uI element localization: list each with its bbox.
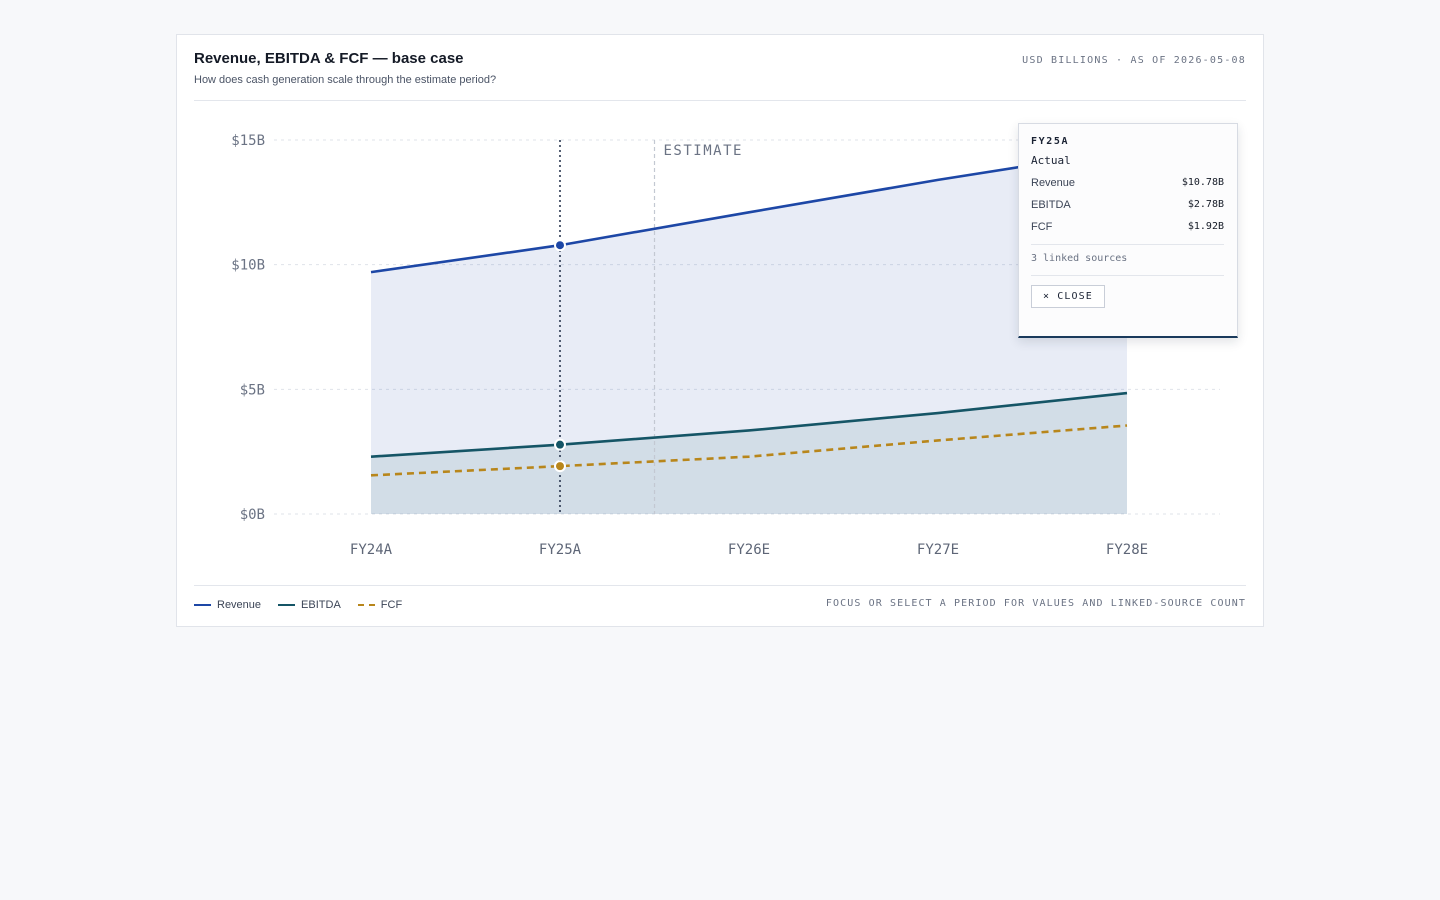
tooltip-row-value: $1.92B: [1187, 221, 1224, 232]
tooltip-divider: [1031, 244, 1224, 245]
chart-card: Revenue, EBITDA & FCF — base case How do…: [176, 34, 1264, 627]
footer-hint: FOCUS OR SELECT A PERIOD FOR VALUES AND …: [825, 598, 1246, 609]
tooltip-row-revenue: Revenue $10.78B: [1031, 177, 1224, 189]
estimate-label: ESTIMATE: [664, 143, 743, 159]
x-tick-label: FY26E: [728, 542, 770, 558]
legend-label: EBITDA: [301, 599, 341, 611]
y-tick-label: $0B: [240, 507, 265, 523]
chart-meta: USD BILLIONS · AS OF 2026-05-08: [1022, 55, 1246, 66]
series-line-revenue: [370, 148, 1128, 274]
legend-label: FCF: [380, 599, 403, 611]
series-line-fcf: [370, 424, 1128, 477]
legend-swatch-fcf: [357, 604, 375, 606]
legend-item-fcf[interactable]: FCF: [357, 599, 403, 611]
as-of-label: AS OF 2026-05-08: [1130, 55, 1246, 66]
legend-item-ebitda[interactable]: EBITDA: [278, 599, 341, 611]
legend-swatch-revenue: [194, 604, 211, 606]
data-point-revenue: [554, 239, 566, 252]
data-point-fcf: [554, 460, 566, 473]
y-tick-label: $5B: [240, 382, 265, 398]
revenue-ebitda-fcf-chart[interactable]: $0B $5B $10B $15B ESTIMATE FY24A FY25A FY26E FY2…: [177, 35, 1265, 585]
chart-subtitle: How does cash generation scale through t…: [194, 74, 497, 86]
tooltip-period: FY25A: [1031, 136, 1070, 147]
y-tick-label: $10B: [231, 258, 265, 274]
x-tick-label: FY27E: [917, 542, 959, 558]
chart-legend: Revenue EBITDA FCF: [194, 599, 419, 611]
tooltip-status: Actual: [1031, 154, 1071, 167]
tooltip-close-button[interactable]: × CLOSE: [1031, 285, 1105, 308]
chart-title: Revenue, EBITDA & FCF — base case: [194, 50, 464, 67]
data-point-ebitda: [554, 438, 566, 451]
tooltip-row-label: Revenue: [1031, 177, 1076, 189]
card-header: Revenue, EBITDA & FCF — base case How do…: [194, 35, 1246, 101]
tooltip-row-ebitda: EBITDA $2.78B: [1031, 199, 1224, 211]
area-ebitda: [371, 393, 1127, 514]
x-tick-label: FY25A: [539, 542, 582, 558]
y-tick-label: $15B: [231, 133, 265, 149]
unit-label: USD BILLIONS: [1022, 55, 1109, 66]
x-tick-label: FY28E: [1106, 542, 1148, 558]
tooltip-row-label: FCF: [1031, 221, 1053, 233]
series-line-ebitda: [370, 391, 1128, 458]
legend-swatch-ebitda: [278, 604, 296, 606]
tooltip-row-value: $2.78B: [1187, 199, 1224, 210]
tooltip-row-label: EBITDA: [1031, 199, 1071, 211]
period-tooltip: FY25A Actual Revenue $10.78B EBITDA $2.7…: [1018, 123, 1238, 338]
tooltip-row-fcf: FCF $1.92B: [1031, 221, 1224, 233]
tooltip-divider: [1031, 275, 1224, 276]
x-tick-label: FY24A: [350, 542, 393, 558]
tooltip-row-value: $10.78B: [1181, 177, 1224, 188]
tooltip-linked-sources: 3 linked sources: [1031, 253, 1128, 264]
legend-item-revenue[interactable]: Revenue: [194, 599, 261, 611]
card-footer: Revenue EBITDA FCF FOCUS OR SELECT A PER…: [194, 585, 1246, 627]
legend-label: Revenue: [217, 599, 262, 611]
area-revenue: [371, 149, 1127, 514]
